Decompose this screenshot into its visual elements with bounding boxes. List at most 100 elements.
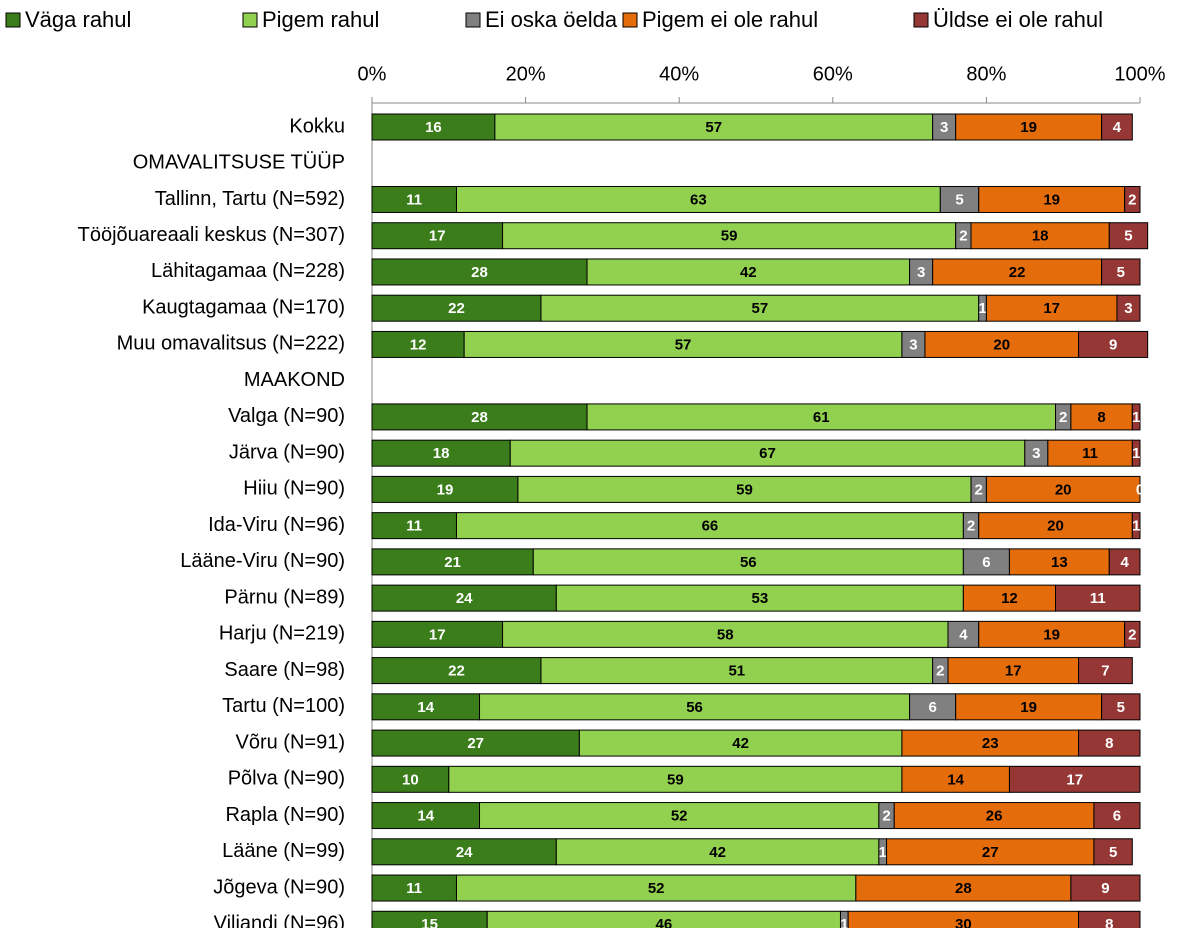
- bar-segment: [1101, 258, 1141, 286]
- bar-segment: [371, 874, 457, 902]
- value-label: 59: [667, 771, 684, 788]
- category-label: Lääne-Viru (N=90): [180, 550, 345, 572]
- legend-label: Üldse ei ole rahul: [933, 7, 1103, 32]
- value-label: 5: [1117, 699, 1125, 716]
- value-label: 51: [728, 663, 745, 680]
- value-label: 9: [1101, 880, 1109, 897]
- bar-segment: [371, 584, 557, 612]
- bar-segment: [371, 294, 542, 322]
- legend-label: Pigem ei ole rahul: [642, 7, 818, 32]
- category-label: Saare (N=98): [224, 659, 345, 681]
- bar-segment: [1101, 113, 1133, 141]
- bar-segment: [586, 403, 1057, 431]
- value-label: 22: [448, 663, 465, 680]
- bar-segment: [955, 693, 1103, 721]
- x-tick-label: 0%: [358, 63, 387, 85]
- category-label: Valga (N=90): [228, 405, 345, 427]
- bar-segment: [1093, 802, 1141, 830]
- bar-segment: [978, 620, 1126, 648]
- legend-swatch: [913, 12, 929, 28]
- value-label: 6: [928, 699, 936, 716]
- value-label: 20: [1047, 518, 1064, 535]
- value-label: 20: [993, 336, 1010, 353]
- value-label: 4: [959, 626, 968, 643]
- value-label: 58: [717, 626, 734, 643]
- bar-segment: [517, 475, 972, 503]
- value-label: 2: [1059, 409, 1067, 426]
- category-label: Jõgeva (N=90): [213, 876, 345, 898]
- bar-segment: [371, 113, 496, 141]
- value-label: 11: [406, 880, 422, 897]
- value-label: 57: [705, 119, 722, 136]
- value-label: 24: [456, 844, 473, 861]
- bar-segment: [1108, 548, 1141, 576]
- bar-segment: [1124, 620, 1141, 648]
- bar-segment: [479, 802, 880, 830]
- bar-segment: [1131, 512, 1141, 540]
- value-label: 67: [759, 445, 776, 462]
- value-label: 61: [813, 409, 830, 426]
- value-label: 14: [947, 771, 964, 788]
- value-label: 8: [1105, 916, 1113, 928]
- bar-segment: [371, 185, 457, 213]
- value-label: 2: [1128, 626, 1136, 643]
- value-label: 8: [1105, 735, 1113, 752]
- bar-segment: [1008, 548, 1110, 576]
- bar-segment: [371, 403, 588, 431]
- category-label: Tartu (N=100): [222, 695, 345, 717]
- value-label: 66: [702, 518, 719, 535]
- legend-label: Ei oska öelda: [485, 7, 618, 32]
- bar-segment: [502, 222, 957, 250]
- value-label: 27: [982, 844, 999, 861]
- value-label: 17: [1005, 663, 1022, 680]
- legend-swatch: [622, 12, 638, 28]
- bar-segment: [970, 222, 1110, 250]
- legend-label: Väga rahul: [25, 7, 131, 32]
- value-label: 46: [655, 916, 672, 928]
- value-label: 56: [686, 699, 703, 716]
- category-label: Rapla (N=90): [225, 804, 345, 826]
- value-label: 1: [1132, 445, 1140, 462]
- value-label: 3: [909, 336, 917, 353]
- category-label: Lähitagamaa (N=228): [151, 260, 345, 282]
- x-tick-label: 100%: [1114, 63, 1165, 85]
- value-label: 57: [675, 336, 692, 353]
- value-label: 14: [417, 808, 434, 825]
- value-label: 2: [975, 481, 983, 498]
- value-label: 17: [1066, 771, 1083, 788]
- bar-segment: [947, 620, 980, 648]
- value-label: 14: [417, 699, 434, 716]
- value-label: 17: [429, 228, 446, 245]
- value-label: 18: [1032, 228, 1049, 245]
- value-label: 56: [740, 554, 757, 571]
- category-label: Tallinn, Tartu (N=592): [155, 188, 345, 210]
- category-label: Lääne (N=99): [222, 840, 345, 862]
- bar-segment: [985, 475, 1141, 503]
- value-label: 30: [955, 916, 972, 928]
- category-label: Tööjõuareaali keskus (N=307): [78, 224, 345, 246]
- value-label: 52: [648, 880, 665, 897]
- value-label: 19: [437, 481, 454, 498]
- value-label: 2: [936, 663, 944, 680]
- value-label: 3: [1124, 300, 1132, 317]
- bar-segment: [371, 548, 534, 576]
- value-label: 63: [690, 191, 707, 208]
- value-label: 11: [406, 518, 422, 535]
- value-label: 52: [671, 808, 688, 825]
- bar-segment: [1078, 729, 1141, 757]
- value-label: 17: [429, 626, 446, 643]
- bar-segment: [532, 548, 964, 576]
- legend-swatch: [242, 12, 258, 28]
- category-label: Pärnu (N=89): [224, 586, 345, 608]
- bar-segment: [1078, 657, 1133, 685]
- bar-segment: [371, 657, 542, 685]
- value-label: 57: [751, 300, 768, 317]
- value-label: 27: [467, 735, 484, 752]
- value-label: 4: [1120, 554, 1129, 571]
- value-label: 16: [425, 119, 442, 136]
- value-label: 3: [1032, 445, 1040, 462]
- bar-segment: [1093, 838, 1133, 866]
- category-label: OMAVALITSUSE TÜÜP: [133, 152, 345, 174]
- bar-segment: [371, 620, 504, 648]
- bar-segment: [909, 693, 957, 721]
